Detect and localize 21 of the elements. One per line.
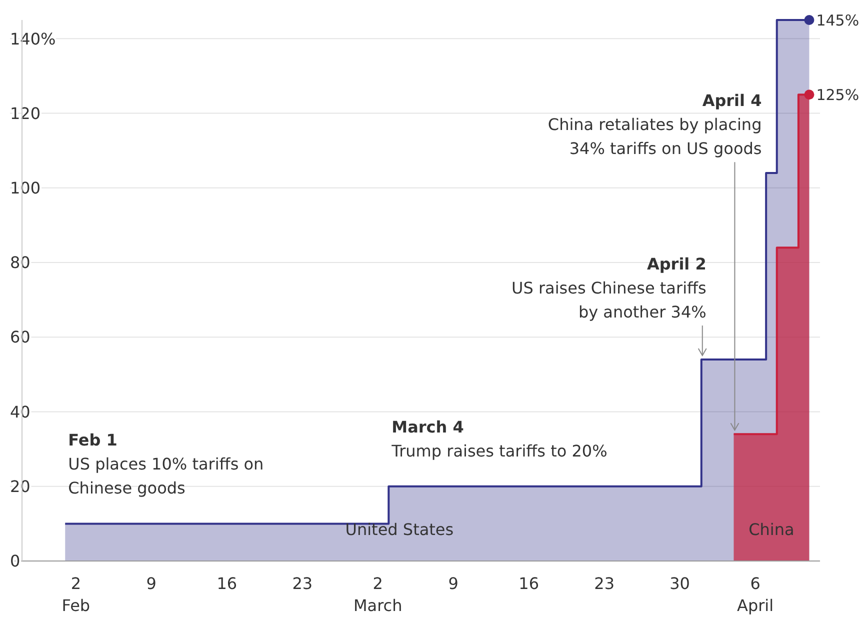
- x-tick-label: 23: [594, 574, 615, 593]
- annotation: Feb 1 US places 10% tariffs on Chinese goods: [68, 430, 264, 498]
- x-tick-label: 30: [670, 574, 690, 593]
- y-tick-label: 120: [10, 104, 41, 123]
- x-tick-label: 16: [216, 574, 238, 593]
- y-tick-label: 140%: [10, 29, 56, 48]
- x-tick-label: 16: [518, 574, 540, 593]
- x-tick-label: 23: [292, 574, 313, 593]
- x-tick-label: 2 Feb: [62, 574, 90, 615]
- data-label: 125%: [816, 86, 860, 104]
- data-label: 145%: [816, 11, 860, 30]
- series-label: China: [748, 520, 794, 539]
- annotation: April 4 China retaliates by placing 34% tariffs on US goods: [548, 91, 762, 158]
- x-tick-label: 6 April: [737, 574, 774, 615]
- y-tick-label: 0: [10, 552, 20, 571]
- annotation: March 4 Trump raises tariffs to 20%: [390, 417, 608, 460]
- x-tick-label: 9: [448, 574, 458, 593]
- annotation: April 2 US raises Chinese tariffs by another 34%: [512, 254, 706, 322]
- series-label: United States: [345, 520, 454, 539]
- x-tick-label: 2 March: [353, 574, 402, 615]
- x-tick-label: 9: [146, 574, 156, 593]
